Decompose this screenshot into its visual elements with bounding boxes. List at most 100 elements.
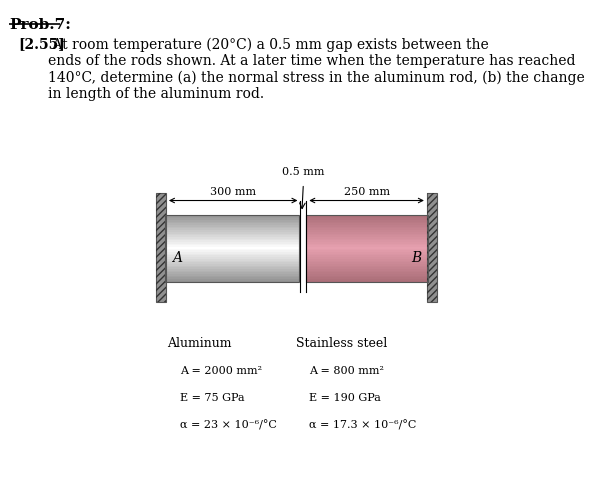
Bar [165, 217, 299, 219]
Bar [165, 273, 299, 274]
Bar [165, 274, 299, 276]
Text: Stainless steel: Stainless steel [297, 336, 388, 349]
Bar [306, 215, 428, 217]
Bar [165, 247, 299, 249]
Bar [306, 246, 428, 247]
Bar [165, 280, 299, 281]
Bar [306, 247, 428, 249]
Bar [165, 227, 299, 229]
Bar [165, 254, 299, 256]
Bar [306, 263, 428, 264]
Text: A: A [173, 250, 182, 264]
Text: Prob.7:: Prob.7: [9, 18, 71, 32]
Bar [306, 239, 428, 241]
Bar [306, 251, 428, 253]
Bar [306, 268, 428, 270]
Bar [165, 224, 299, 226]
Bar [306, 274, 428, 276]
Text: [2.55]: [2.55] [19, 37, 66, 51]
Bar [306, 249, 428, 251]
Bar [165, 249, 299, 251]
Text: α = 23 × 10⁻⁶/°C: α = 23 × 10⁻⁶/°C [180, 420, 277, 430]
Bar [306, 219, 428, 221]
Bar [306, 215, 428, 283]
Bar [165, 231, 299, 232]
Bar [306, 273, 428, 274]
Bar [306, 276, 428, 278]
Bar [156, 194, 166, 302]
Bar [165, 264, 299, 266]
Bar [306, 253, 428, 254]
Bar [306, 254, 428, 256]
Text: E = 75 GPa: E = 75 GPa [180, 393, 244, 403]
Bar [165, 236, 299, 238]
Bar [306, 266, 428, 268]
Bar [306, 226, 428, 227]
Bar [165, 263, 299, 264]
Bar [165, 241, 299, 242]
Bar [165, 238, 299, 239]
Bar [165, 270, 299, 271]
Bar [306, 257, 428, 259]
Bar [165, 221, 299, 222]
Bar [165, 219, 299, 221]
Bar [165, 253, 299, 254]
Bar [165, 278, 299, 280]
Bar [306, 259, 428, 261]
Bar [306, 231, 428, 232]
Bar [306, 256, 428, 257]
Bar [165, 259, 299, 261]
Bar [165, 281, 299, 283]
Bar [306, 224, 428, 226]
Bar [165, 239, 299, 241]
Bar [165, 222, 299, 224]
Bar [306, 222, 428, 224]
Bar [165, 244, 299, 246]
Bar [306, 238, 428, 239]
Bar [156, 194, 166, 302]
Bar [165, 242, 299, 244]
Bar [165, 229, 299, 231]
Bar [306, 227, 428, 229]
Text: A = 800 mm²: A = 800 mm² [309, 366, 384, 376]
Bar [306, 229, 428, 231]
Bar [165, 232, 299, 234]
Text: 250 mm: 250 mm [344, 186, 390, 197]
Bar [165, 256, 299, 257]
Bar [306, 217, 428, 219]
Bar [165, 215, 299, 283]
Text: 0.5 mm: 0.5 mm [282, 167, 325, 177]
Bar [306, 281, 428, 283]
Bar [165, 268, 299, 270]
Text: A = 2000 mm²: A = 2000 mm² [180, 366, 262, 376]
Bar [306, 236, 428, 238]
Bar [306, 232, 428, 234]
Bar [306, 244, 428, 246]
Bar [165, 266, 299, 268]
Bar [165, 215, 299, 217]
Bar [306, 261, 428, 263]
Bar [427, 194, 437, 302]
Text: At room temperature (20°C) a 0.5 mm gap exists between the
ends of the rods show: At room temperature (20°C) a 0.5 mm gap … [47, 37, 584, 101]
Text: B: B [411, 250, 421, 264]
Bar [306, 280, 428, 281]
Bar [165, 271, 299, 273]
Bar [306, 221, 428, 222]
Bar [306, 242, 428, 244]
Bar [165, 234, 299, 236]
Bar [165, 251, 299, 253]
Bar [165, 276, 299, 278]
Bar [165, 257, 299, 259]
Bar [306, 278, 428, 280]
Bar [306, 264, 428, 266]
Bar [427, 194, 437, 302]
Bar [306, 241, 428, 242]
Bar [306, 271, 428, 273]
Bar [165, 261, 299, 263]
Text: α = 17.3 × 10⁻⁶/°C: α = 17.3 × 10⁻⁶/°C [309, 420, 416, 430]
Bar [165, 226, 299, 227]
Text: 300 mm: 300 mm [210, 186, 256, 197]
Text: Aluminum: Aluminum [167, 336, 232, 349]
Text: E = 190 GPa: E = 190 GPa [309, 393, 381, 403]
Bar [306, 270, 428, 271]
